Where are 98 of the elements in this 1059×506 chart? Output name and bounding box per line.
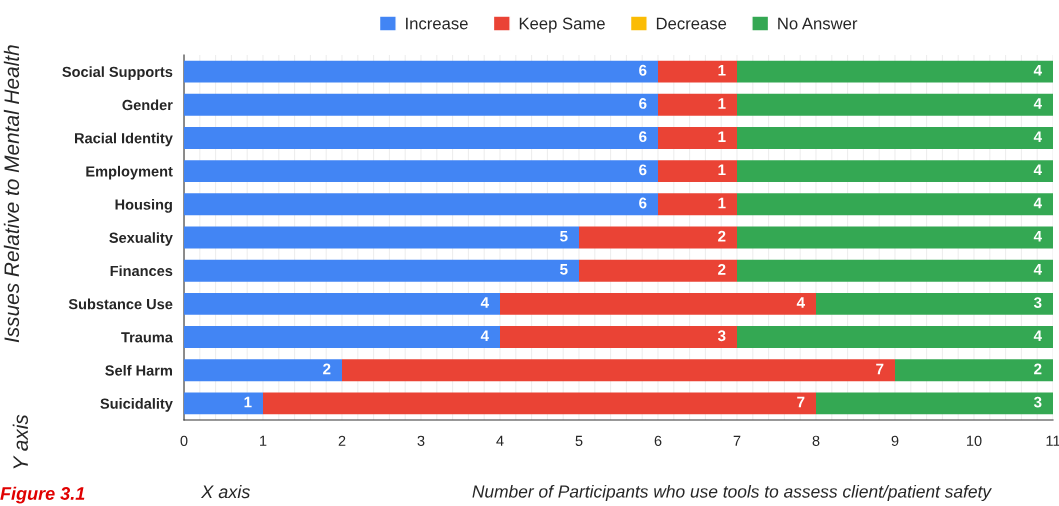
legend-label: Increase [406, 17, 468, 30]
y-tick-label: Social Supports [62, 66, 173, 80]
x-tick-label: 1 [260, 435, 267, 446]
bar [579, 259, 737, 282]
bar [816, 392, 1053, 415]
data-label: 5 [560, 264, 568, 275]
data-label: 3 [1033, 297, 1042, 308]
x-tick-label: 7 [733, 435, 741, 446]
x-tick-label: 3 [417, 435, 425, 446]
bar [737, 127, 1053, 149]
y-axis-title: Issues Relative to Mental Health [3, 45, 20, 343]
data-label: 2 [323, 363, 331, 375]
data-label: 7 [797, 396, 805, 408]
x-tick-label: 5 [575, 435, 583, 446]
x-tick-label: 9 [891, 435, 899, 446]
bar [816, 292, 1053, 315]
data-label: 1 [718, 164, 726, 176]
bar [184, 193, 658, 216]
data-label: 4 [480, 330, 489, 341]
data-label: 1 [718, 98, 726, 109]
bar [184, 127, 658, 149]
bar [184, 226, 579, 249]
bar [342, 359, 895, 382]
data-label: 4 [1033, 197, 1042, 209]
data-label: 4 [480, 297, 489, 308]
data-label: 7 [876, 363, 884, 375]
x-tick-label: 4 [496, 435, 504, 446]
data-label: 4 [796, 297, 805, 308]
y-tick-label: Trauma [121, 332, 173, 343]
bar [263, 392, 816, 415]
y-tick-label: Sexuality [109, 232, 173, 246]
legend-label: No Answer [778, 17, 858, 30]
y-tick-label: Self Harm [105, 364, 172, 376]
data-label: 4 [1033, 131, 1042, 142]
data-label: 4 [1033, 65, 1042, 76]
data-label: 6 [639, 64, 647, 76]
y-tick-label: Finances [110, 265, 173, 277]
bar [895, 359, 1053, 382]
bar [658, 193, 737, 216]
x-tick-label: 2 [338, 435, 346, 446]
data-label: 6 [639, 164, 647, 176]
bar [658, 160, 737, 183]
legend-label: Keep Same [519, 17, 605, 33]
y-tick-label: Housing [115, 199, 172, 213]
data-label: 1 [718, 65, 726, 76]
bar [579, 226, 737, 249]
data-label: 6 [639, 197, 647, 209]
data-label: 2 [1034, 363, 1042, 375]
y-tick-label: Racial Identity [75, 132, 173, 147]
bar [737, 60, 1053, 83]
data-label: 1 [244, 396, 252, 408]
y-tick-label: Gender [122, 99, 173, 111]
x-axis-title: Number of Participants who use tools to assess client/patient safety [472, 484, 992, 502]
bar [184, 359, 342, 382]
caption: Figure 3.1 [0, 486, 85, 504]
data-label: 4 [1033, 164, 1042, 176]
x-tick-label: 8 [812, 435, 820, 446]
text: X axis [200, 484, 251, 499]
bar [658, 93, 737, 116]
data-label: 3 [717, 330, 726, 342]
bar [658, 127, 737, 149]
bar [737, 226, 1053, 249]
bar [500, 326, 737, 348]
x-tick-label: 10 [967, 435, 982, 446]
x-tick-label: 0 [180, 435, 188, 446]
bar [184, 392, 263, 415]
bar [658, 60, 737, 83]
data-label: 2 [718, 263, 726, 275]
bar [184, 160, 658, 183]
y-tick-label: Employment [86, 165, 173, 180]
data-label: 6 [639, 98, 647, 109]
bar [737, 193, 1053, 216]
legend-label: Decrease [656, 17, 727, 30]
bar [737, 93, 1053, 116]
y-tick-label: Substance Use [68, 298, 173, 310]
bar [737, 259, 1053, 282]
bar [737, 160, 1053, 183]
bar [500, 292, 816, 315]
bar [184, 326, 500, 348]
data-label: 4 [1033, 230, 1042, 242]
y-tick-label: Suicidality [100, 398, 173, 412]
text: Y axis [12, 414, 29, 469]
data-label: 4 [1033, 98, 1042, 109]
bar [184, 93, 658, 116]
x-tick-label: 6 [654, 435, 662, 446]
bar [184, 259, 579, 282]
data-label: 4 [1033, 264, 1042, 275]
bar [184, 60, 658, 83]
data-label: 1 [718, 131, 726, 142]
data-label: 5 [560, 230, 568, 242]
x-tick-label: 11 [1046, 435, 1059, 446]
bar [737, 326, 1053, 348]
data-label: 2 [718, 230, 726, 242]
data-label: 1 [718, 197, 726, 209]
data-label: 4 [1033, 330, 1042, 341]
data-label: 3 [1033, 396, 1042, 408]
bar [184, 292, 500, 315]
data-label: 6 [639, 131, 647, 143]
